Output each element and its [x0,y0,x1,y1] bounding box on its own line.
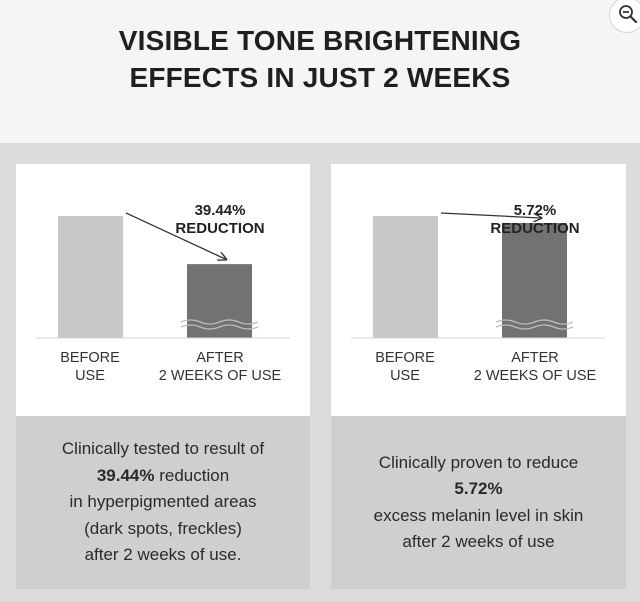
title-line-1: VISIBLE TONE BRIGHTENING [118,25,522,56]
reduction-label: REDUCTION [490,220,579,237]
reduction-value: 5.72% [514,202,557,219]
category-label: 2 WEEKS OF USE [474,368,597,384]
reduction-arrow [440,212,541,218]
title-line-2: EFFECTS IN JUST 2 WEEKS [129,62,511,93]
zoom-out-icon [619,5,638,24]
reduction-value: 39.44% [195,202,246,219]
category-label: AFTER [511,350,559,366]
caption-line: excess melanin level in skin [373,505,584,525]
zoom-out-button[interactable] [609,0,640,33]
caption-reduction: Clinically tested to result of 39.44% red… [16,416,310,589]
caption-line: 39.44% reduction [96,465,230,485]
page-title: VISIBLE TONE BRIGHTENING EFFECTS IN JUST… [0,22,640,96]
caption-line: (dark spots, freckles) [84,518,242,538]
bar-after [502,222,567,338]
reduction-label: REDUCTION [175,220,264,237]
caption-line: after 2 weeks of use [402,532,555,551]
category-label: USE [390,368,420,384]
caption-line: in hyperpigmented areas [69,492,257,512]
reduction-arrow [125,212,226,259]
wave-line [180,319,259,325]
header: VISIBLE TONE BRIGHTENING EFFECTS IN JUST… [0,0,640,143]
wave-line [495,324,574,330]
caption-line: Clinically tested to result of [61,439,265,459]
bar-before [58,216,123,338]
category-label: BEFORE [60,350,120,366]
caption-line: 5.72% [454,476,502,503]
comparison-card-melanin: 5.72% REDUCTION BEFORE USE AFTER 2 WEEKS OF U… [331,164,626,589]
category-label: USE [75,368,105,384]
caption-line: Clinically proven to reduce [378,452,579,472]
caption-highlight: 5.72% [454,479,503,498]
category-label: 2 WEEKS OF USE [159,368,282,384]
category-label: AFTER [196,350,244,366]
caption-line: after 2 weeks of use. [84,545,242,565]
bar-before [373,216,438,338]
caption-highlight: 39.44% [96,465,155,485]
chart-melanin: 5.72%REDUCTION BEFORE USE AFTER 2 WEEKS OF U… [351,202,605,384]
comparison-card-reduction: 39.44% REDUCTION BEFORE USE AFTER 2 WEEKS OF … [16,164,310,589]
category-label: BEFORE [375,350,435,366]
wave-line [495,319,574,325]
wave-line [180,324,259,330]
caption-melanin: Clinically proven to reduce 5.72% excess m… [331,416,626,589]
chart-reduction: 39.44%REDUCTION BEFORE USE AFTER 2 WEEKS OF … [36,202,290,384]
